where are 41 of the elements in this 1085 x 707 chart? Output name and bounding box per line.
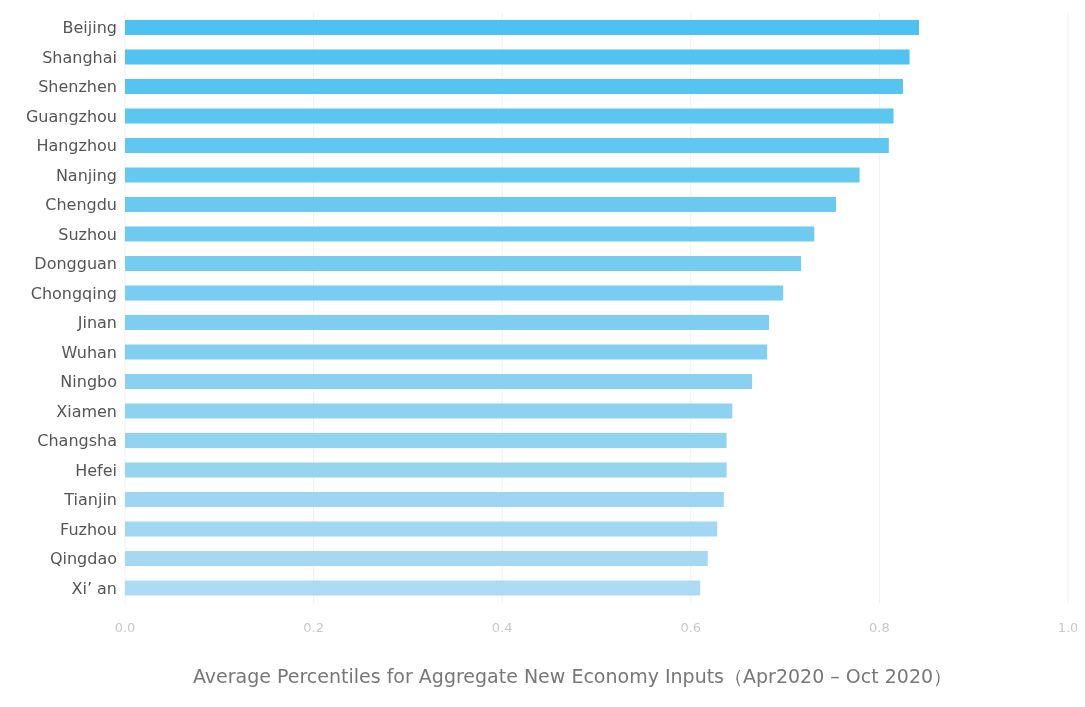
y-tick-label: Chengdu [45,195,117,215]
bar [125,315,770,330]
bar [125,551,708,566]
bar [125,403,733,419]
y-tick-label: Wuhan [61,342,117,362]
bar [125,521,718,537]
y-tick-label: Ningbo [60,372,117,392]
bar [125,344,768,360]
y-tick-label: Tianjin [63,490,117,510]
x-axis-title: Average Percentiles for Aggregate New Economy Inputs（Apr2020 – Oct 2020） [191,664,954,689]
bar [125,49,910,65]
bar [125,108,894,124]
y-tick-label: Dongguan [34,254,117,274]
y-tick-label: Shanghai [42,47,117,67]
y-tick-label: Guangzhou [25,106,117,126]
bar [125,79,903,94]
y-tick-label: Suzhou [58,224,117,244]
y-tick-label: Xi’ an [71,578,117,598]
y-tick-label: Jinan [76,313,117,333]
bar [125,138,889,153]
y-tick-label: Nanjing [55,165,117,185]
y-tick-label: Hangzhou [36,136,117,156]
y-tick-label: Beijing [62,18,117,38]
bar [125,580,701,596]
bar [125,226,815,242]
y-tick-label: Hefei [75,460,117,480]
bar [125,374,753,389]
bar [125,285,784,301]
y-tick-label: Fuzhou [60,519,117,539]
bar [125,492,724,507]
y-tick-label: Qingdao [49,549,117,569]
bar [125,256,802,271]
bar [125,462,727,478]
y-tick-label: Changsha [37,431,117,451]
bar [125,433,727,448]
y-tick-label: Chongqing [30,283,117,303]
y-tick-label: Shenzhen [38,77,117,97]
bar [125,197,837,212]
y-tick-label: Xiamen [56,401,117,421]
bar [125,20,920,35]
bar [125,167,860,183]
